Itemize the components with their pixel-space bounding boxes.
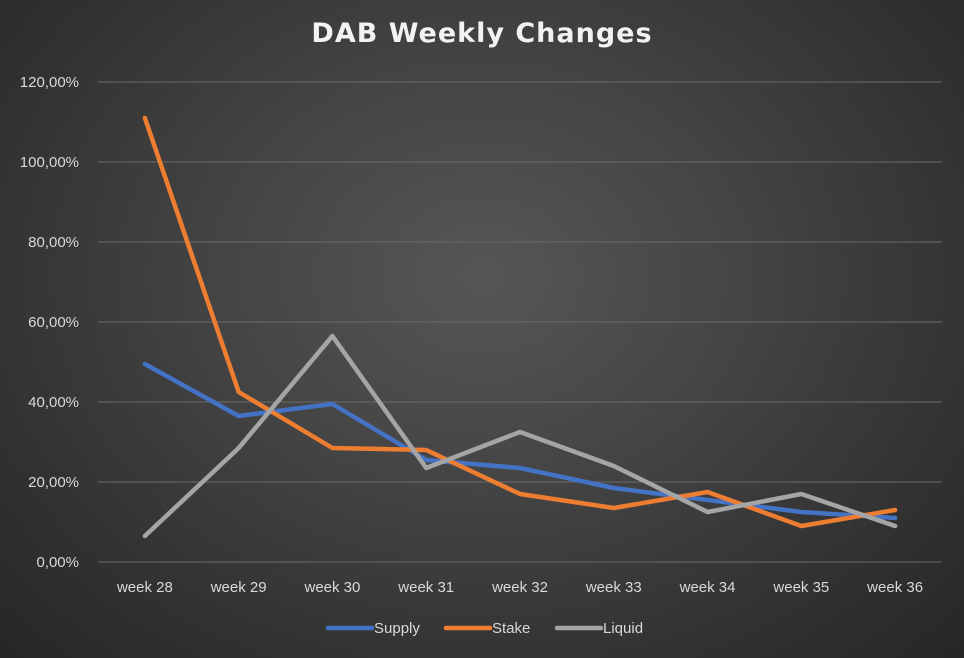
y-tick-label: 80,00%: [28, 234, 79, 251]
y-tick-label: 120,00%: [20, 74, 79, 91]
x-tick-label: week 31: [397, 579, 454, 596]
x-tick-label: week 30: [304, 579, 361, 596]
y-tick-label: 100,00%: [20, 154, 79, 171]
x-tick-label: week 29: [210, 579, 267, 596]
series-line-liquid: [142, 333, 898, 539]
chart-title: DAB Weekly Changes: [311, 18, 653, 49]
legend-label-stake: Stake: [492, 620, 530, 637]
legend-label-liquid: Liquid: [603, 620, 643, 637]
x-tick-label: week 35: [772, 579, 829, 596]
x-tick-label: week 34: [679, 579, 736, 596]
y-tick-label: 60,00%: [28, 314, 79, 331]
y-tick-label: 20,00%: [28, 474, 79, 491]
y-tick-label: 40,00%: [28, 394, 79, 411]
x-tick-label: week 28: [116, 579, 173, 596]
legend-label-supply: Supply: [374, 620, 420, 637]
gridlines: [98, 81, 942, 563]
x-tick-label: week 32: [491, 579, 548, 596]
y-tick-label: 0,00%: [36, 554, 79, 571]
x-tick-label: week 36: [866, 579, 923, 596]
x-tick-label: week 33: [585, 579, 642, 596]
